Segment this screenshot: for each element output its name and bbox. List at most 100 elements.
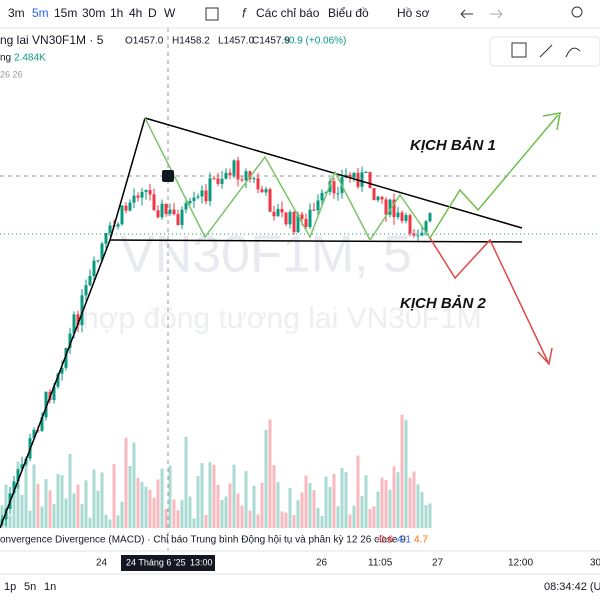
- interval-button[interactable]: 3m: [8, 6, 25, 20]
- candle-body: [200, 190, 204, 197]
- volume-bar: [348, 514, 352, 528]
- volume-bar: [252, 485, 256, 528]
- brush-tool[interactable]: [565, 47, 581, 58]
- profile-button[interactable]: Hồ sơ: [397, 6, 430, 20]
- volume-bar: [304, 475, 308, 528]
- candle-body: [368, 172, 372, 189]
- volume-bar: [96, 490, 100, 528]
- indicators-button[interactable]: Các chỉ báo: [256, 6, 320, 20]
- volume-bar: [136, 477, 140, 528]
- interval-button[interactable]: 15m: [54, 6, 77, 20]
- candle-body: [392, 199, 396, 218]
- volume-bar: [72, 493, 76, 528]
- candle-body: [232, 160, 236, 176]
- volume-bar: [240, 505, 244, 528]
- candle-body: [336, 193, 340, 195]
- ohlc-close: C1457.9: [252, 36, 290, 47]
- volume-bar: [288, 488, 292, 528]
- candle-body: [72, 314, 76, 334]
- volume-bar: [20, 494, 24, 528]
- interval-button[interactable]: 1h: [110, 6, 123, 20]
- volume-bar: [264, 429, 268, 528]
- chart-button[interactable]: Biểu đồ: [328, 6, 369, 20]
- signal-value: 4.1: [397, 535, 411, 546]
- candle-body: [252, 178, 256, 180]
- indicator-label: onvergence Divergence (MACD) · Chỉ báo T…: [0, 534, 406, 546]
- candle-body: [360, 172, 364, 187]
- volume-bar: [184, 436, 188, 528]
- volume-bar: [0, 505, 4, 528]
- candle-body: [216, 178, 220, 184]
- cursor-date: 24 Tháng 6 '25: [126, 557, 186, 567]
- volume-bar: [256, 514, 260, 528]
- volume-bar: [12, 486, 16, 528]
- interval-button[interactable]: D: [148, 6, 157, 20]
- volume-bar: [8, 515, 12, 528]
- candle-body: [120, 205, 124, 225]
- volume-bar: [128, 466, 132, 528]
- support-line: [109, 239, 523, 243]
- candle-body: [64, 347, 68, 368]
- candle-body: [424, 221, 428, 233]
- volume-bar: [176, 510, 180, 528]
- candle-body: [256, 178, 260, 190]
- volume-bar: [356, 455, 360, 528]
- candle-body: [268, 189, 272, 212]
- interval-button[interactable]: W: [164, 6, 176, 20]
- candle-body: [204, 190, 208, 202]
- candle-body: [332, 181, 336, 194]
- candle-body: [304, 218, 308, 227]
- volume-bar: [416, 484, 420, 528]
- fx-icon[interactable]: f: [242, 5, 247, 20]
- volume-bar: [244, 471, 248, 528]
- line-tool[interactable]: [539, 44, 553, 58]
- candle-body: [384, 199, 388, 215]
- interval-button[interactable]: 5m: [32, 6, 49, 20]
- candle-body: [168, 209, 172, 214]
- rect-tool[interactable]: [511, 42, 527, 58]
- candle-icon[interactable]: [205, 7, 219, 21]
- volume-bar: [324, 476, 328, 528]
- range-button[interactable]: 1p: [4, 581, 16, 593]
- candle-body: [88, 276, 92, 286]
- interval-button[interactable]: 30m: [82, 6, 105, 20]
- candle-body: [364, 172, 368, 174]
- candle-body: [180, 209, 184, 225]
- watermark-symbol: VN30F1M, 5: [120, 226, 412, 284]
- volume-bar: [220, 499, 224, 528]
- time-label: 24: [96, 558, 108, 569]
- volume-bar: [36, 483, 40, 528]
- volume-bar: [140, 481, 144, 528]
- volume-bar: [328, 487, 332, 528]
- candle-body: [376, 196, 380, 201]
- volume-bar: [40, 506, 44, 528]
- interval-button[interactable]: 4h: [129, 6, 142, 20]
- volume-bar: [100, 472, 104, 528]
- volume-bar: [116, 515, 120, 528]
- time-label: 12:00: [508, 558, 533, 569]
- undo-icon[interactable]: [460, 9, 473, 19]
- scenario2-path: [429, 237, 549, 363]
- candle-body: [212, 178, 216, 180]
- range-button[interactable]: 1n: [44, 581, 56, 593]
- volume-bar: [364, 475, 368, 528]
- candle-body: [288, 211, 292, 225]
- time-label: 27: [432, 558, 444, 569]
- candle-body: [188, 201, 192, 204]
- scenario2-label: KỊCH BẢN 2: [400, 295, 486, 312]
- volume-bar: [284, 512, 288, 528]
- range-button[interactable]: 5n: [24, 581, 36, 593]
- volume-bar: [296, 500, 300, 528]
- candle-body: [236, 160, 240, 180]
- candle-body: [324, 191, 328, 193]
- candle-body: [56, 373, 60, 387]
- candle-body: [300, 214, 304, 219]
- candle-body: [60, 367, 64, 374]
- redo-icon[interactable]: [490, 9, 503, 19]
- candle-body: [408, 215, 412, 234]
- volume-bar: [352, 505, 356, 528]
- search-icon[interactable]: [571, 6, 583, 18]
- volume-bar: [280, 511, 284, 528]
- crosshair-marker: [162, 170, 174, 182]
